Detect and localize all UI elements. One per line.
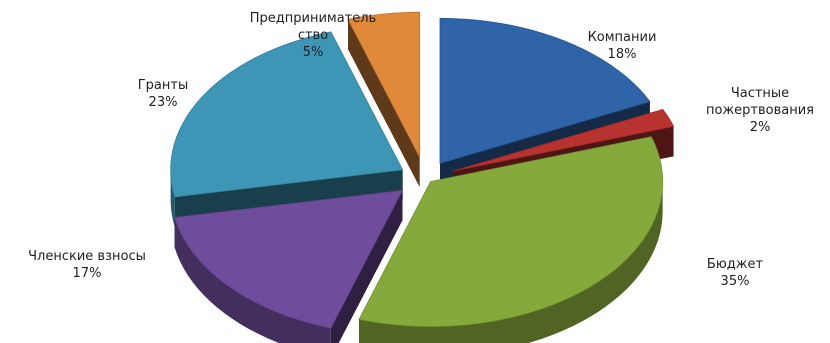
pie-slice-rim bbox=[358, 181, 663, 343]
pie-slice-rim bbox=[174, 217, 331, 343]
slice-name-label: Гранты bbox=[138, 78, 188, 93]
slice-label: Предприниматель ство 5% bbox=[250, 11, 376, 60]
slice-label: Частные пожертвования 2% bbox=[706, 86, 814, 135]
pie-slice bbox=[347, 11, 421, 158]
slice-name-label: пожертвования bbox=[706, 103, 814, 118]
slice-percent-label: 2% bbox=[750, 120, 771, 135]
slice-name-label: Членские взносы bbox=[28, 249, 146, 264]
slice-name-label: ство bbox=[298, 28, 328, 43]
slice-name-label: Предприниматель bbox=[250, 11, 376, 26]
slice-percent-label: 5% bbox=[303, 45, 324, 60]
pie-slice-tops bbox=[170, 11, 675, 329]
pie-slice-wall bbox=[347, 19, 420, 188]
slice-percent-label: 17% bbox=[73, 266, 102, 281]
slice-percent-label: 23% bbox=[149, 95, 178, 110]
slice-label: Членские взносы 17% bbox=[28, 249, 146, 281]
slice-name-label: Частные bbox=[731, 86, 789, 101]
slice-label: Гранты 23% bbox=[138, 78, 188, 110]
pie-slice-wall bbox=[330, 190, 403, 343]
slice-name-label: Компании bbox=[588, 30, 657, 45]
slice-label: Компании 18% bbox=[588, 30, 657, 62]
slice-percent-label: 35% bbox=[721, 274, 750, 289]
pie-slice bbox=[174, 189, 404, 329]
slice-name-label: Бюджет bbox=[707, 257, 764, 272]
pie-slice bbox=[358, 136, 664, 327]
slice-percent-label: 18% bbox=[608, 47, 637, 62]
pie-slice bbox=[452, 108, 675, 172]
pie-slice-labels: Компании 18% Частные пожертвования 2% Бюджет 3… bbox=[28, 11, 814, 289]
pie-slice bbox=[439, 17, 651, 164]
slice-label: Бюджет 35% bbox=[707, 257, 764, 289]
pie-slice bbox=[170, 31, 404, 198]
